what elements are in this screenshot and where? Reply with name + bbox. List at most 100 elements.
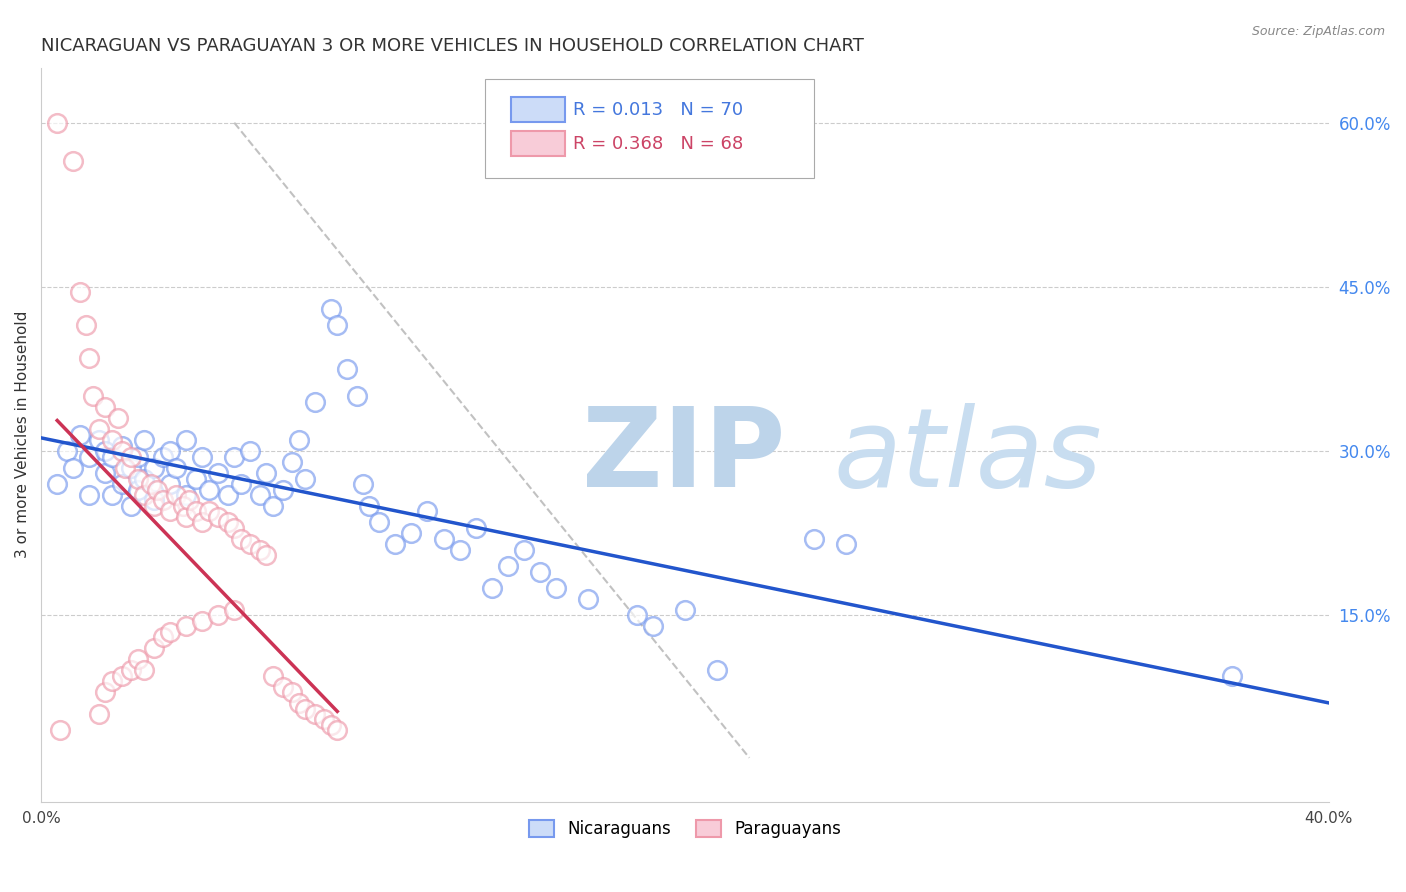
Point	[127, 652, 149, 666]
Point	[304, 706, 326, 721]
Point	[120, 450, 142, 464]
Text: atlas: atlas	[832, 403, 1102, 510]
Point	[464, 521, 486, 535]
Point	[62, 460, 84, 475]
Point	[127, 472, 149, 486]
Point	[87, 706, 110, 721]
Point	[120, 499, 142, 513]
Point	[346, 389, 368, 403]
Point	[262, 499, 284, 513]
Point	[481, 581, 503, 595]
Point	[319, 718, 342, 732]
Text: R = 0.013   N = 70: R = 0.013 N = 70	[572, 101, 742, 119]
Point	[127, 450, 149, 464]
Point	[314, 713, 336, 727]
Point	[287, 696, 309, 710]
Point	[94, 401, 117, 415]
Point	[641, 619, 664, 633]
Text: NICARAGUAN VS PARAGUAYAN 3 OR MORE VEHICLES IN HOUSEHOLD CORRELATION CHART: NICARAGUAN VS PARAGUAYAN 3 OR MORE VEHIC…	[41, 37, 863, 55]
Point	[159, 624, 181, 639]
Point	[87, 434, 110, 448]
Point	[432, 532, 454, 546]
Point	[69, 285, 91, 300]
Point	[262, 668, 284, 682]
Point	[384, 537, 406, 551]
Point	[304, 395, 326, 409]
Point	[513, 542, 536, 557]
Point	[184, 504, 207, 518]
Point	[416, 504, 439, 518]
Point	[294, 472, 316, 486]
Point	[110, 439, 132, 453]
Point	[146, 483, 169, 497]
Point	[835, 537, 858, 551]
Point	[46, 477, 69, 491]
Point	[352, 477, 374, 491]
Point	[49, 723, 72, 738]
Point	[56, 444, 79, 458]
Point	[191, 450, 214, 464]
Point	[271, 483, 294, 497]
Point	[172, 499, 194, 513]
Point	[152, 630, 174, 644]
Point	[174, 488, 197, 502]
Point	[46, 116, 69, 130]
Point	[239, 537, 262, 551]
Point	[62, 154, 84, 169]
Text: R = 0.368   N = 68: R = 0.368 N = 68	[572, 135, 744, 153]
Point	[101, 434, 124, 448]
Point	[803, 532, 825, 546]
Point	[120, 663, 142, 677]
Point	[368, 516, 391, 530]
Point	[114, 460, 136, 475]
Point	[496, 559, 519, 574]
Point	[94, 685, 117, 699]
Point	[326, 318, 349, 333]
Point	[207, 509, 229, 524]
Point	[207, 466, 229, 480]
Point	[626, 608, 648, 623]
Point	[75, 318, 97, 333]
Point	[207, 608, 229, 623]
Point	[120, 460, 142, 475]
Y-axis label: 3 or more Vehicles in Household: 3 or more Vehicles in Household	[15, 311, 30, 558]
Point	[79, 351, 101, 365]
Point	[239, 444, 262, 458]
Point	[191, 516, 214, 530]
Point	[281, 455, 304, 469]
Point	[673, 603, 696, 617]
Point	[101, 488, 124, 502]
Point	[79, 450, 101, 464]
Point	[142, 499, 165, 513]
Point	[87, 422, 110, 436]
Point	[159, 477, 181, 491]
Point	[224, 603, 246, 617]
Point	[101, 674, 124, 689]
Point	[197, 504, 219, 518]
Point	[142, 493, 165, 508]
Point	[326, 723, 349, 738]
FancyBboxPatch shape	[512, 131, 565, 156]
Text: ZIP: ZIP	[582, 403, 786, 510]
Point	[191, 614, 214, 628]
Point	[287, 434, 309, 448]
Point	[94, 444, 117, 458]
Point	[576, 592, 599, 607]
Point	[152, 493, 174, 508]
Point	[82, 389, 104, 403]
Point	[401, 526, 423, 541]
Point	[546, 581, 568, 595]
Point	[449, 542, 471, 557]
Point	[134, 434, 156, 448]
Text: Source: ZipAtlas.com: Source: ZipAtlas.com	[1251, 25, 1385, 38]
Point	[249, 542, 271, 557]
Point	[217, 516, 239, 530]
Point	[197, 483, 219, 497]
Point	[217, 488, 239, 502]
Point	[249, 488, 271, 502]
Point	[224, 450, 246, 464]
Point	[256, 466, 278, 480]
Point	[359, 499, 381, 513]
Point	[110, 444, 132, 458]
Point	[69, 427, 91, 442]
